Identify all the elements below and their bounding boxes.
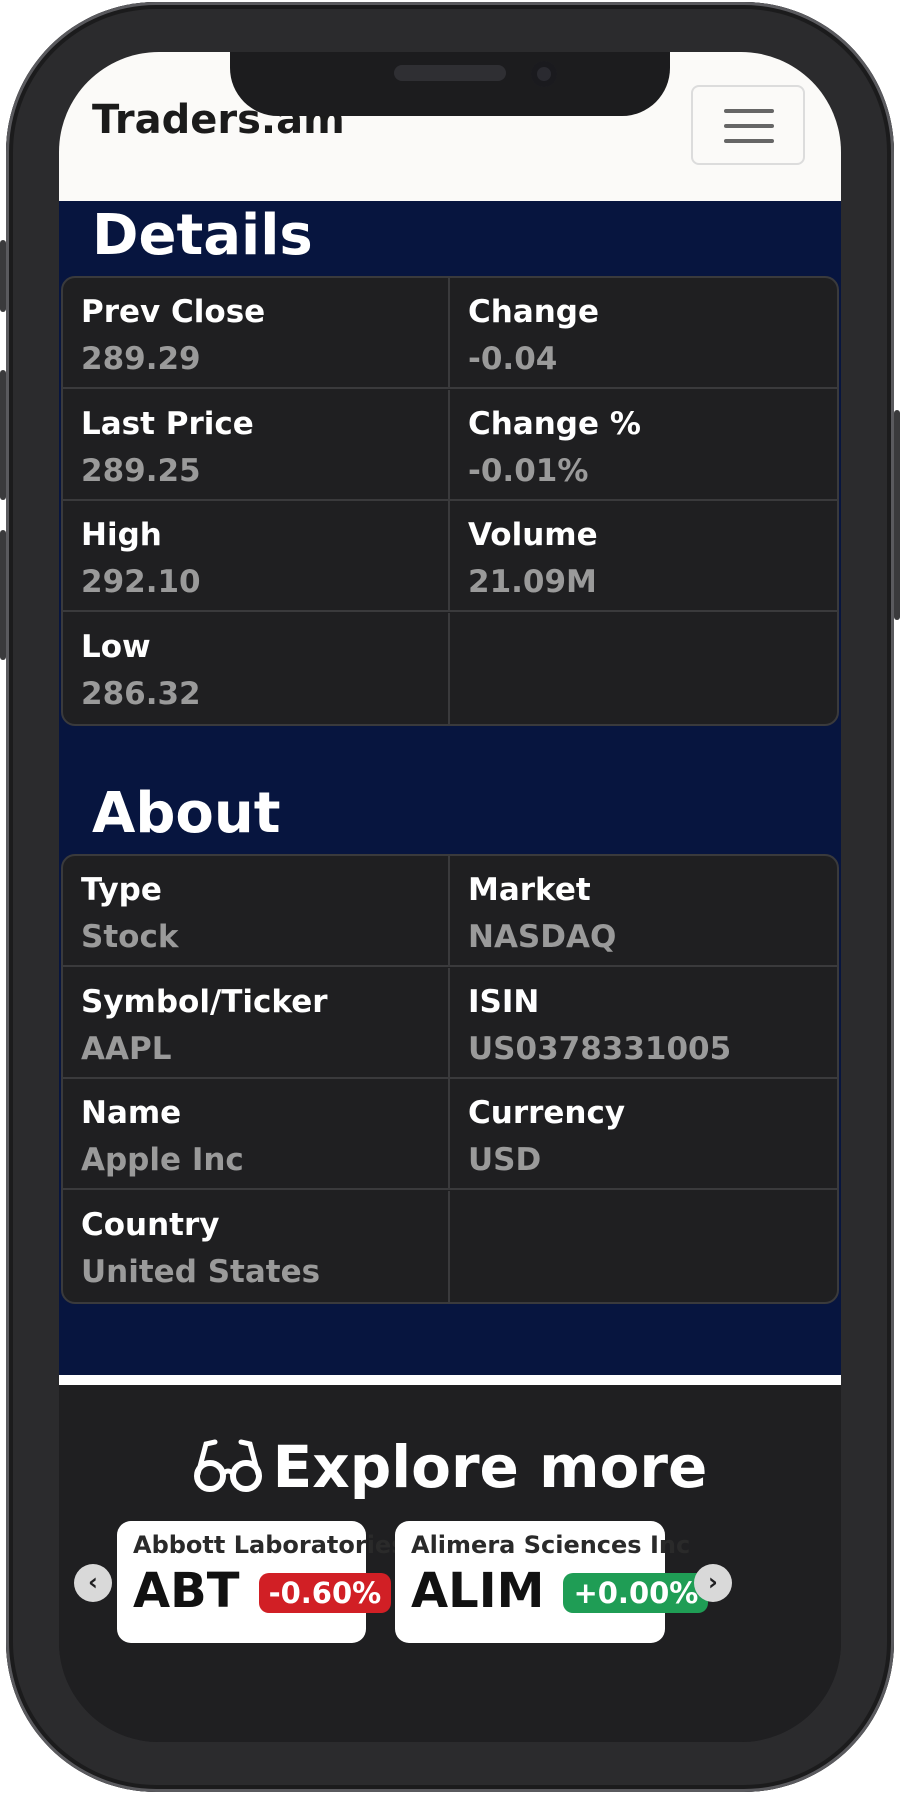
mute-switch <box>0 240 6 312</box>
details-cell: Last Price 289.25 <box>63 389 450 501</box>
phone-screen: Traders.am Details Prev Close 289.29 Cha… <box>59 52 841 1742</box>
hamburger-menu-button[interactable] <box>691 85 805 165</box>
about-cell-empty <box>450 1191 837 1302</box>
stock-info-section: Details Prev Close 289.29 Change -0.04 L… <box>59 201 841 1375</box>
cell-label: Country <box>81 1206 220 1243</box>
about-cell: Type Stock <box>63 856 450 967</box>
cell-value: -0.04 <box>468 341 558 377</box>
speaker <box>394 65 506 81</box>
cell-label: ISIN <box>468 983 540 1020</box>
cell-value: USD <box>468 1142 542 1178</box>
about-cell: Country United States <box>63 1190 450 1302</box>
card-row: ABT -0.60% <box>133 1563 392 1619</box>
card-ticker: ALIM <box>411 1563 545 1619</box>
about-cell: Currency USD <box>450 1079 837 1190</box>
menu-icon-bar <box>724 124 774 128</box>
details-table: Prev Close 289.29 Change -0.04 Last Pric… <box>61 276 839 726</box>
details-cell: Low 286.32 <box>63 612 450 724</box>
cell-value: Apple Inc <box>81 1142 244 1178</box>
cell-value: Stock <box>81 919 179 955</box>
section-divider <box>59 1375 841 1385</box>
about-cell: ISIN US0378331005 <box>450 968 837 1079</box>
notch <box>230 52 670 116</box>
explore-card-abt[interactable]: Abbott Laboratories ABT -0.60% <box>117 1521 406 1643</box>
cell-label: High <box>81 517 162 553</box>
cell-label: Type <box>81 872 162 908</box>
card-ticker: ABT <box>133 1563 240 1619</box>
volume-down-button <box>0 530 6 660</box>
explore-card-alim[interactable]: Alimera Sciences Inc ALIM +0.00% <box>395 1521 709 1643</box>
card-company-name: Alimera Sciences Inc <box>411 1531 691 1559</box>
glasses-icon <box>193 1439 262 1492</box>
details-cell: High 292.10 <box>63 501 450 612</box>
cell-value: 286.32 <box>81 675 201 712</box>
cell-label: Change <box>468 294 600 330</box>
explore-section: Explore more ‹ Abbott Laboratories ABT -… <box>59 1385 841 1742</box>
cell-value: United States <box>81 1253 321 1290</box>
card-change-badge: +0.00% <box>563 1573 709 1613</box>
cell-value: 21.09M <box>468 564 597 600</box>
details-cell: Volume 21.09M <box>450 501 837 612</box>
cell-value: AAPL <box>81 1030 172 1067</box>
carousel-next-button[interactable]: › <box>694 1564 732 1602</box>
cell-label: Low <box>81 628 151 665</box>
details-title: Details <box>92 203 313 268</box>
menu-icon-bar <box>724 139 774 143</box>
about-table: Type Stock Market NASDAQ Symbol/Ticker A… <box>61 854 839 1304</box>
card-company-name: Abbott Laboratories <box>133 1531 406 1559</box>
about-title: About <box>92 781 281 846</box>
cell-label: Name <box>81 1095 182 1131</box>
carousel-prev-button[interactable]: ‹ <box>74 1564 112 1602</box>
details-cell: Change % -0.01% <box>450 390 837 501</box>
cell-label: Last Price <box>81 405 254 442</box>
cell-value: 289.25 <box>81 452 201 489</box>
menu-icon-bar <box>724 109 774 113</box>
cell-label: Volume <box>468 517 598 553</box>
chevron-left-icon: ‹ <box>88 1568 98 1596</box>
chevron-right-icon: › <box>708 1568 718 1596</box>
power-button <box>894 410 900 620</box>
details-cell: Prev Close 289.29 <box>63 278 450 389</box>
about-cell: Name Apple Inc <box>63 1079 450 1190</box>
explore-heading: Explore more <box>59 1433 841 1501</box>
card-change-badge: -0.60% <box>258 1573 392 1613</box>
explore-title-text: Explore more <box>272 1433 708 1501</box>
about-cell: Market NASDAQ <box>450 856 837 967</box>
details-cell: Change -0.04 <box>450 278 837 389</box>
details-cell-empty <box>450 613 837 724</box>
cell-label: Change % <box>468 405 641 442</box>
cell-label: Currency <box>468 1095 626 1131</box>
about-cell: Symbol/Ticker AAPL <box>63 967 450 1079</box>
cell-label: Symbol/Ticker <box>81 983 328 1020</box>
cell-value: 289.29 <box>81 341 201 377</box>
cell-label: Market <box>468 872 591 908</box>
cell-value: 292.10 <box>81 564 201 600</box>
card-row: ALIM +0.00% <box>411 1563 709 1619</box>
cell-value: US0378331005 <box>468 1030 732 1067</box>
cell-value: -0.01% <box>468 452 589 489</box>
volume-up-button <box>0 370 6 500</box>
front-camera <box>531 61 557 87</box>
cell-value: NASDAQ <box>468 919 617 955</box>
cell-label: Prev Close <box>81 294 266 330</box>
